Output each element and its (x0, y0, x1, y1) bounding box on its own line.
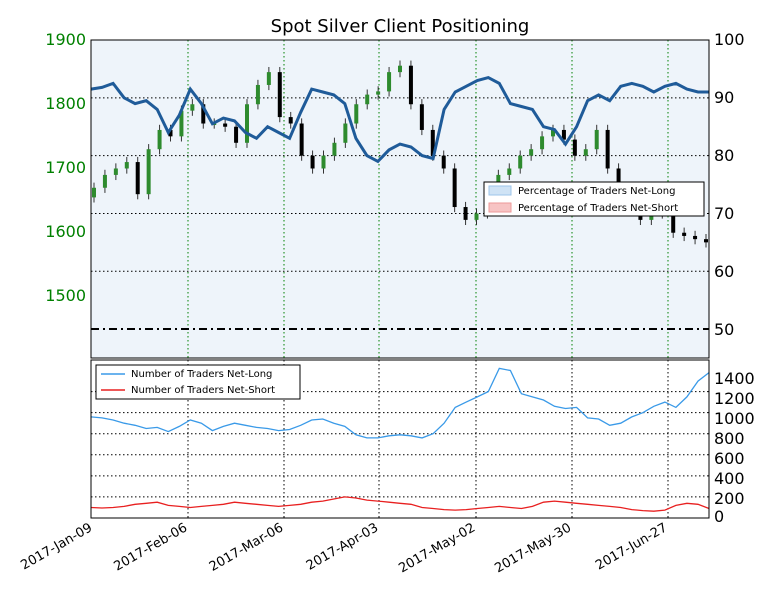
ybottom-tick-0: 0 (714, 507, 724, 526)
bottom-legend-box (95, 364, 301, 400)
candle-body-45 (583, 149, 588, 156)
trader-count-lines (90, 367, 710, 512)
ybottom-tick-400: 400 (714, 469, 745, 488)
yright-tick-80: 80 (714, 146, 734, 165)
candle-body-55 (693, 235, 698, 240)
candle-body-51 (649, 213, 654, 220)
legend-label-net-short-pct: Percentage of Traders Net-Short (518, 203, 678, 214)
candle-body-2 (113, 168, 118, 175)
candle-body-28 (398, 65, 402, 73)
candle-body-8 (179, 110, 184, 137)
candle-body-17 (277, 72, 282, 118)
candle-body-13 (234, 126, 239, 143)
yleft-tick-1700: 1700 (45, 158, 86, 177)
yright-tick-50: 50 (714, 320, 734, 339)
legend-label-net-long-pct: Percentage of Traders Net-Long (518, 186, 676, 197)
candle-body-48 (616, 168, 621, 195)
ybottom-tick-600: 600 (714, 449, 745, 468)
candle-body-47 (605, 129, 610, 169)
net-long-count-line (90, 367, 710, 439)
candle-body-4 (135, 162, 140, 195)
candle-body-16 (266, 72, 271, 85)
candle-body-27 (387, 72, 392, 92)
candle-body-0 (92, 187, 96, 198)
yright-tick-70: 70 (714, 204, 734, 223)
candle-body-40 (529, 149, 534, 156)
candle-body-44 (572, 139, 577, 156)
candle-body-29 (408, 65, 413, 105)
candle-body-54 (682, 232, 687, 236)
candle-body-25 (365, 94, 370, 105)
candle-body-31 (430, 129, 435, 156)
legend-swatch-net-long-pct (488, 185, 512, 196)
candle-body-33 (452, 168, 457, 208)
ybottom-tick-1000: 1000 (714, 409, 755, 428)
candle-body-39 (518, 155, 523, 169)
candle-body-34 (463, 207, 468, 220)
candle-body-5 (146, 149, 151, 195)
candle-body-53 (671, 207, 676, 233)
legend-label-net-long-count: Number of Traders Net-Long (131, 369, 272, 380)
legend-swatch-net-short-pct (488, 202, 512, 213)
candle-body-3 (124, 162, 129, 169)
candle-body-24 (354, 104, 359, 124)
candle-body-43 (561, 129, 566, 140)
chart-title: Spot Silver Client Positioning (271, 16, 530, 37)
bottom-grid (91, 360, 709, 518)
candle-body-1 (102, 174, 107, 188)
bottom-legend: Number of Traders Net-Long Number of Tra… (95, 364, 301, 400)
yright-tick-60: 60 (714, 262, 734, 281)
ybottom-tick-1200: 1200 (714, 389, 755, 408)
candle-body-30 (419, 104, 424, 130)
candle-body-12 (223, 123, 228, 127)
net-long-pct-polyline (90, 76, 709, 164)
candle-body-56 (704, 239, 708, 243)
top-panel: 1900 1800 1700 1600 1500 100 90 80 70 60… (45, 30, 745, 359)
candle-body-14 (245, 104, 249, 143)
candle-body-20 (310, 155, 315, 169)
candle-body-18 (288, 117, 293, 124)
ybottom-tick-1400: 1400 (714, 369, 755, 388)
top-legend: Percentage of Traders Net-Long Percentag… (483, 181, 705, 217)
yleft-tick-1600: 1600 (45, 222, 86, 241)
top-legend-box (483, 181, 705, 217)
candle-body-46 (594, 129, 599, 150)
candle-body-32 (441, 155, 446, 169)
bottom-panel: 1400 1200 1000 800 600 400 200 0 Number … (90, 359, 755, 526)
yright-tick-90: 90 (714, 88, 734, 107)
candle-body-6 (157, 129, 162, 150)
bottom-frame (90, 359, 710, 519)
top-frame (90, 39, 710, 359)
candle-body-21 (321, 155, 326, 169)
candle-body-15 (255, 84, 260, 105)
candle-body-38 (507, 168, 512, 175)
net-short-count-line (90, 496, 710, 512)
net-long-pct-line (90, 76, 709, 164)
candle-body-41 (540, 136, 545, 150)
candle-body-23 (343, 123, 348, 143)
ybottom-tick-200: 200 (714, 489, 745, 508)
legend-label-net-short-count: Number of Traders Net-Short (131, 385, 275, 396)
yleft-tick-1900: 1900 (45, 30, 86, 49)
candle-body-42 (551, 129, 555, 137)
candle-body-7 (168, 129, 173, 137)
ybottom-tick-800: 800 (714, 429, 745, 448)
yright-tick-100: 100 (714, 30, 745, 49)
candle-body-10 (201, 104, 206, 124)
yleft-tick-1500: 1500 (45, 286, 86, 305)
candle-body-9 (190, 104, 195, 111)
candle-body-26 (376, 91, 381, 95)
candle-body-35 (474, 213, 479, 220)
candle-body-22 (332, 142, 337, 156)
yleft-tick-1800: 1800 (45, 94, 86, 113)
candle-body-19 (299, 123, 304, 156)
